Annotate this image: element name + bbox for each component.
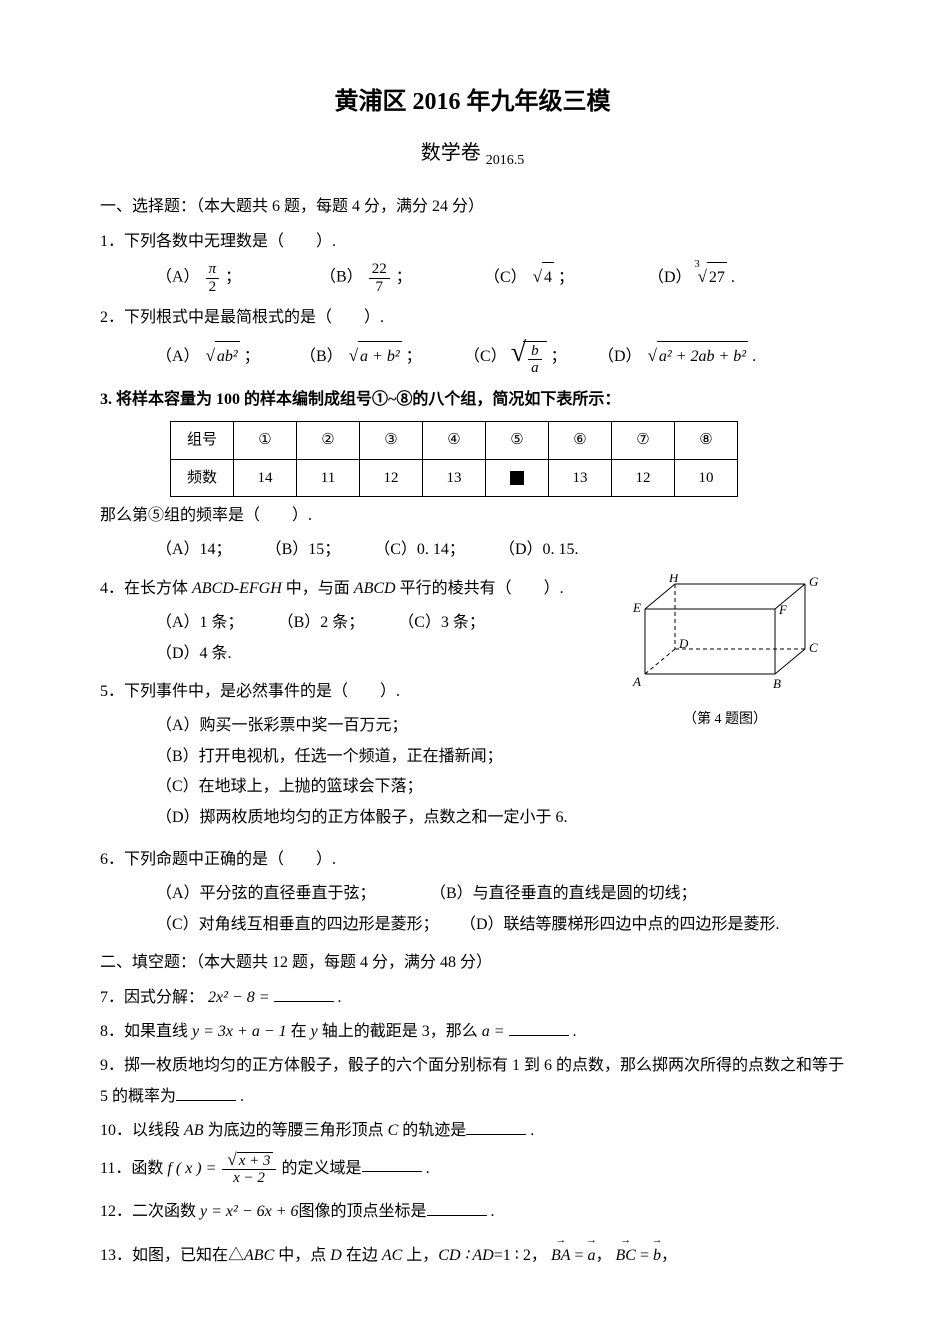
q4-figure-label: （第 4 题图）	[625, 707, 825, 734]
q12: 12．二次函数 y = x² − 6x + 6图像的顶点坐标是 .	[100, 1197, 845, 1227]
section1-heading: 一、选择题：（本大题共 6 题，每题 4 分，满分 24 分）	[100, 192, 845, 222]
q3-optB: （B）15；	[266, 535, 341, 565]
q2-stem: 2．下列根式中是最简根式的是（ ）.	[100, 303, 845, 333]
q13: 13．如图，已知在△ABC 中，点 D 在边 AC 上，CD ∶ AD=1 ∶ …	[100, 1241, 845, 1271]
svg-text:G: G	[809, 574, 819, 589]
q3-table: 组号 ① ② ③ ④ ⑤ ⑥ ⑦ ⑧ 频数 14 11 12 13 13 12 …	[170, 421, 738, 497]
q11: 11．函数 f ( x ) = x + 3 x − 2 的定义域是 .	[100, 1151, 845, 1187]
subtitle-text: 数学卷	[421, 142, 481, 164]
q3-optA: （A）14；	[156, 535, 232, 565]
table-row: 组号 ① ② ③ ④ ⑤ ⑥ ⑦ ⑧	[171, 422, 738, 460]
blank-line	[509, 1019, 569, 1036]
page-subtitle: 数学卷 2016.5	[100, 134, 845, 175]
q3-after: 那么第⑤组的频率是（ ）.	[100, 501, 845, 531]
page-title: 黄浦区 2016 年九年级三模	[100, 80, 845, 126]
q5-optC: （C）在地球上，上抛的篮球会下落；	[156, 772, 845, 802]
q8: 8．如果直线 y = 3x + a − 1 在 y 轴上的截距是 3，那么 a …	[100, 1017, 845, 1047]
q5-optB: （B）打开电视机，任选一个频道，正在播新闻；	[156, 742, 845, 772]
svg-text:D: D	[678, 636, 689, 651]
section2-heading: 二、填空题：（本大题共 12 题，每题 4 分，满分 48 分）	[100, 948, 845, 978]
q2-optC: （C） √ba ；	[464, 338, 594, 377]
q3-optD: （D）0. 15.	[499, 535, 579, 565]
exam-date: 2016.5	[486, 153, 525, 168]
svg-text:F: F	[778, 602, 788, 617]
q2-optB: （B） a + b² ；	[300, 340, 460, 372]
q6-optC: （C）对角线互相垂直的四边形是菱形；	[156, 910, 456, 940]
q3-optC: （C）0. 14；	[374, 535, 465, 565]
q3-options: （A）14； （B）15； （C）0. 14； （D）0. 15.	[100, 535, 845, 565]
q6-optD: （D）联结等腰梯形四边中点的四边形是菱形.	[460, 916, 780, 933]
q3-stem: 3. 将样本容量为 100 的样本编制成组号①~⑧的八个组，简况如下表所示：	[100, 385, 845, 415]
q6-optA: （A）平分弦的直径垂直于弦；	[156, 879, 426, 909]
q4-figure: H G E F D C A B （第 4 题图）	[625, 574, 825, 734]
q1-optA: （A） π2 ；	[156, 261, 316, 295]
q6-options: （A）平分弦的直径垂直于弦； （B）与直径垂直的直线是圆的切线； （C）对角线互…	[100, 879, 845, 940]
q4-optD: （D）4 条.	[156, 639, 232, 669]
svg-text:A: A	[632, 674, 641, 689]
q6-optB: （B）与直径垂直的直线是圆的切线；	[430, 885, 697, 902]
q10: 10．以线段 AB 为底边的等腰三角形顶点 C 的轨迹是 .	[100, 1116, 845, 1146]
blank-line	[466, 1118, 526, 1135]
q6-stem: 6．下列命题中正确的是（ ）.	[100, 845, 845, 875]
svg-text:B: B	[773, 676, 781, 691]
blank-line	[362, 1155, 422, 1172]
svg-text:H: H	[668, 574, 679, 585]
q2-options: （A） ab² ； （B） a + b² ； （C） √ba ； （D） a² …	[100, 338, 845, 377]
q7: 7．因式分解： 2x² − 8 = .	[100, 983, 845, 1013]
q4-optA: （A）1 条；	[156, 608, 244, 638]
q1-stem: 1．下列各数中无理数是（ ）.	[100, 227, 845, 257]
q9: 9．掷一枚质地均匀的正方体骰子，骰子的六个面分别标有 1 到 6 的点数，那么掷…	[100, 1051, 845, 1112]
blank-line	[427, 1199, 487, 1216]
q1-optC: （C） 4 ；	[484, 261, 644, 293]
q2-optA: （A） ab² ；	[156, 340, 296, 372]
svg-text:C: C	[809, 640, 818, 655]
blank-line	[176, 1084, 236, 1101]
q4-optC: （C）3 条；	[398, 608, 485, 638]
q1-optB: （B） 227 ；	[320, 261, 480, 295]
q5-optD: （D）掷两枚质地均匀的正方体骰子，点数之和一定小于 6.	[156, 803, 845, 833]
q1-optD: （D） 327 .	[648, 261, 808, 293]
blank-line	[274, 985, 334, 1002]
q1-options: （A） π2 ； （B） 227 ； （C） 4 ； （D） 327 .	[100, 261, 845, 295]
cuboid-svg: H G E F D C A B	[625, 574, 825, 694]
svg-text:E: E	[632, 600, 641, 615]
q4-optB: （B）2 条；	[278, 608, 365, 638]
table-row: 频数 14 11 12 13 13 12 10	[171, 459, 738, 497]
black-square-icon	[510, 471, 524, 485]
q2-optD: （D） a² + 2ab + b² .	[598, 340, 756, 372]
